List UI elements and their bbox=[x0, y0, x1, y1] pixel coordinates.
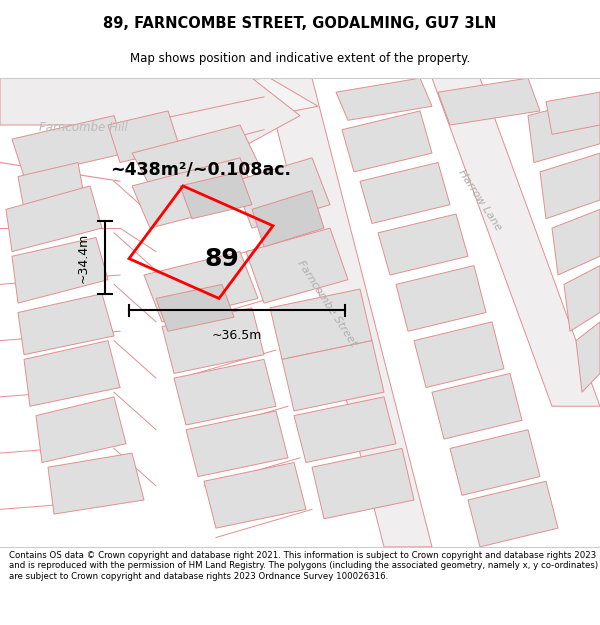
Polygon shape bbox=[528, 97, 600, 162]
Polygon shape bbox=[132, 125, 258, 186]
Polygon shape bbox=[48, 453, 144, 514]
Text: Farncombe Hill: Farncombe Hill bbox=[39, 121, 128, 134]
Polygon shape bbox=[162, 308, 264, 373]
Polygon shape bbox=[0, 78, 318, 116]
Polygon shape bbox=[432, 78, 600, 406]
Polygon shape bbox=[204, 462, 306, 528]
Polygon shape bbox=[18, 294, 114, 355]
Polygon shape bbox=[132, 158, 258, 228]
Polygon shape bbox=[342, 111, 432, 172]
Polygon shape bbox=[552, 209, 600, 275]
Polygon shape bbox=[252, 191, 324, 247]
Polygon shape bbox=[174, 359, 276, 425]
Polygon shape bbox=[180, 172, 252, 219]
Polygon shape bbox=[12, 116, 126, 176]
Polygon shape bbox=[6, 186, 102, 251]
Polygon shape bbox=[576, 322, 600, 392]
Polygon shape bbox=[0, 78, 300, 148]
Text: ~36.5m: ~36.5m bbox=[212, 329, 262, 342]
Polygon shape bbox=[432, 373, 522, 439]
Text: ~34.4m: ~34.4m bbox=[77, 232, 90, 282]
Polygon shape bbox=[450, 430, 540, 495]
Polygon shape bbox=[468, 481, 558, 547]
Polygon shape bbox=[414, 322, 504, 388]
Polygon shape bbox=[546, 92, 600, 134]
Polygon shape bbox=[108, 111, 180, 162]
Text: Farncombe Street: Farncombe Street bbox=[295, 258, 359, 348]
Polygon shape bbox=[180, 162, 252, 214]
Polygon shape bbox=[24, 341, 120, 406]
Polygon shape bbox=[246, 228, 348, 303]
Polygon shape bbox=[360, 162, 450, 223]
Polygon shape bbox=[396, 266, 486, 331]
Text: ~438m²/~0.108ac.: ~438m²/~0.108ac. bbox=[110, 161, 292, 179]
Polygon shape bbox=[378, 214, 468, 275]
Polygon shape bbox=[234, 158, 330, 228]
Polygon shape bbox=[270, 289, 372, 359]
Polygon shape bbox=[294, 397, 396, 462]
Polygon shape bbox=[540, 153, 600, 219]
Polygon shape bbox=[12, 238, 108, 303]
Polygon shape bbox=[336, 78, 432, 120]
Text: 89, FARNCOMBE STREET, GODALMING, GU7 3LN: 89, FARNCOMBE STREET, GODALMING, GU7 3LN bbox=[103, 16, 497, 31]
Text: Contains OS data © Crown copyright and database right 2021. This information is : Contains OS data © Crown copyright and d… bbox=[9, 551, 598, 581]
Polygon shape bbox=[186, 411, 288, 476]
Polygon shape bbox=[438, 78, 540, 125]
Text: Harrow Lane: Harrow Lane bbox=[457, 168, 503, 232]
Text: Map shows position and indicative extent of the property.: Map shows position and indicative extent… bbox=[130, 52, 470, 65]
Polygon shape bbox=[564, 266, 600, 331]
Polygon shape bbox=[144, 251, 258, 322]
Polygon shape bbox=[264, 78, 432, 547]
Polygon shape bbox=[282, 341, 384, 411]
Polygon shape bbox=[312, 449, 414, 519]
Polygon shape bbox=[18, 162, 84, 209]
Polygon shape bbox=[36, 397, 126, 462]
Text: 89: 89 bbox=[205, 247, 239, 271]
Polygon shape bbox=[156, 284, 234, 331]
